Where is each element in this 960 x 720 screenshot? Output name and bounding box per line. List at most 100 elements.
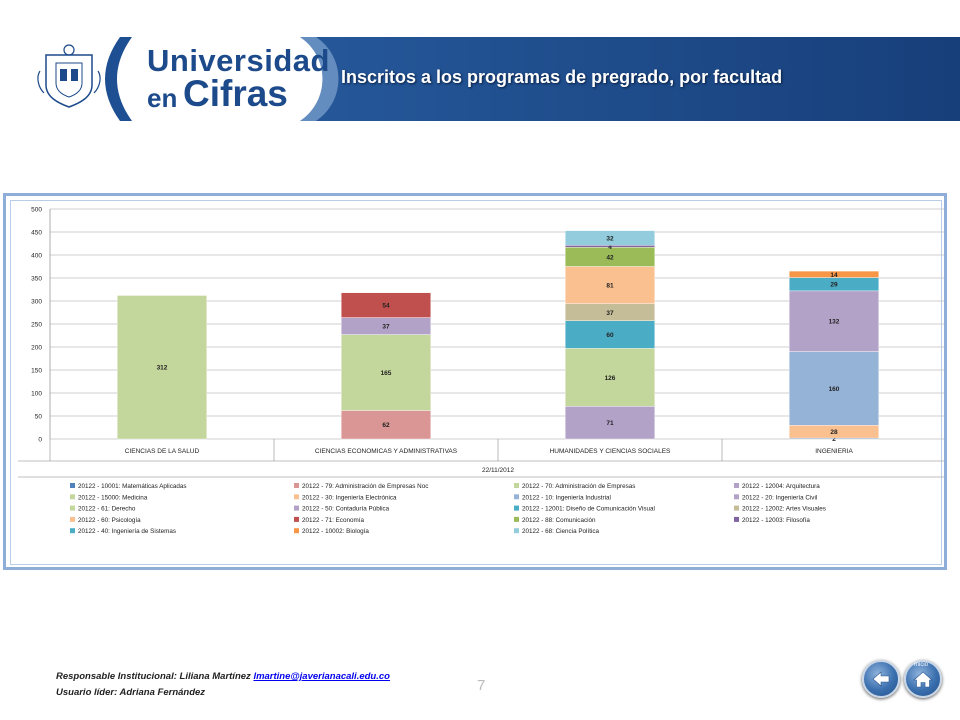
legend-entry: 20122 - 79: Administración de Empresas N…	[302, 483, 428, 490]
data-label: 160	[829, 386, 840, 393]
legend-entry: 20122 - 12002: Artes Visuales	[742, 506, 826, 513]
legend-swatch	[514, 516, 519, 522]
home-icon	[913, 671, 933, 688]
bar-segment	[565, 230, 656, 246]
stacked-bar-chart: 0 50 100 150 200 250 300 350 400 450 500 CIENCIAS D…	[18, 207, 944, 535]
brand-line-2b: Cifras	[183, 73, 288, 114]
legend-swatch	[514, 494, 519, 500]
y-tick-label: 50	[35, 414, 43, 421]
legend-entry: 20122 - 10: Ingeniería Industrial	[522, 494, 611, 501]
legend-entry: 20122 - 10002: Biología	[302, 528, 369, 535]
legend-entry: 20122 - 60: Psicología	[78, 517, 141, 524]
bar-segment	[565, 266, 656, 304]
y-tick-label: 300	[31, 299, 42, 306]
data-label: 42	[606, 254, 614, 261]
leader-label: Usuario líder: Adriana Fernández	[56, 687, 206, 698]
responsible-email-link[interactable]: lmartine@javerianacali.edu.co	[253, 671, 390, 682]
home-button[interactable]	[904, 660, 942, 698]
x-axis-label: 22/11/2012	[482, 467, 514, 474]
header-banner: Universidad en Cifras Inscritos a los pr…	[0, 37, 960, 121]
data-label: 32	[606, 235, 614, 242]
bar-segment	[565, 348, 656, 407]
brand-line-1: Universidad	[147, 43, 330, 78]
brand-line-2a: en	[147, 83, 178, 113]
legend-swatch	[294, 528, 299, 534]
y-tick-label: 400	[31, 253, 42, 260]
legend-swatch	[514, 483, 519, 488]
legend-entry: 20122 - 30: Ingeniería Electrónica	[302, 494, 397, 501]
y-tick-label: 150	[31, 368, 42, 375]
category-label: INGENIERIA	[815, 448, 853, 455]
legend-entry: 20122 - 40: Ingeniería de Sistemas	[78, 528, 176, 535]
legend-swatch	[734, 494, 739, 500]
bar-segment	[341, 334, 432, 411]
bar-segment	[565, 320, 656, 349]
data-label: 62	[382, 422, 390, 429]
legend-swatch	[70, 494, 75, 500]
data-label: 37	[382, 324, 390, 331]
data-label: 4	[608, 244, 612, 251]
bar-segment	[116, 295, 207, 440]
data-label: 28	[830, 429, 838, 436]
legend-swatch	[294, 505, 299, 511]
footer-credits: Responsable Institucional: Liliana Martí…	[56, 669, 390, 701]
y-tick-label: 200	[31, 345, 42, 352]
legend-entry: 20122 - 70: Administración de Empresas	[522, 483, 635, 490]
data-label: 14	[830, 272, 838, 279]
y-tick-label: 500	[31, 207, 42, 214]
data-label: 2	[832, 436, 836, 443]
data-label: 126	[605, 375, 616, 382]
legend-entry: 20122 - 20: Ingeniería Civil	[742, 494, 817, 501]
data-label: 312	[157, 365, 168, 372]
legend-entry: 20122 - 88: Comunicación	[522, 517, 596, 524]
page-title: Inscritos a los programas de pregrado, p…	[341, 67, 783, 87]
data-label: 29	[830, 282, 838, 289]
legend-swatch	[514, 528, 519, 534]
legend-swatch	[734, 516, 739, 522]
page-number: 7	[477, 677, 486, 694]
legend-swatch	[294, 516, 299, 522]
category-label: HUMANIDADES Y CIENCIAS SOCIALES	[550, 448, 671, 455]
y-tick-label: 450	[31, 230, 42, 237]
bar-segment	[565, 406, 656, 440]
data-label: 54	[382, 303, 390, 310]
legend-swatch	[70, 528, 75, 534]
bar-segment	[341, 292, 432, 318]
category-label: CIENCIAS DE LA SALUD	[125, 448, 200, 455]
back-button[interactable]	[862, 660, 900, 698]
legend-entry: 20122 - 12004: Arquitectura	[742, 483, 820, 490]
y-tick-label: 100	[31, 391, 42, 398]
legend-swatch	[294, 494, 299, 500]
data-label: 60	[606, 332, 614, 339]
y-tick-label: 0	[38, 437, 42, 444]
legend-entry: 20122 - 15000: Medicina	[78, 494, 148, 501]
legend-entry: 20122 - 71: Economía	[302, 517, 364, 524]
data-label: 37	[606, 310, 614, 317]
back-arrow-icon	[872, 671, 890, 687]
responsible-label: Responsable Institucional: Liliana Martí…	[56, 671, 251, 682]
bar-segment	[789, 290, 880, 352]
legend-entry: 20122 - 50: Contaduría Pública	[302, 506, 390, 513]
legend-entry: 20122 - 10001: Matemáticas Aplicadas	[78, 483, 187, 490]
legend-entry: 20122 - 68: Ciencia Política	[522, 528, 600, 535]
home-button-label: Inicio	[914, 662, 929, 668]
legend-swatch	[70, 483, 75, 488]
data-label: 81	[606, 283, 614, 290]
legend-swatch	[514, 505, 519, 511]
y-tick-label: 350	[31, 276, 42, 283]
legend-entry: 20122 - 12001: Diseño de Comunicación Vi…	[522, 506, 655, 513]
legend-swatch	[294, 483, 299, 488]
legend-entry: 20122 - 61: Derecho	[78, 506, 136, 513]
data-label: 132	[829, 319, 840, 326]
chart-inner-border	[10, 200, 942, 565]
bar-segment	[789, 270, 880, 278]
data-label: 165	[381, 370, 392, 377]
category-label: CIENCIAS ECONOMICAS Y ADMINISTRATIVAS	[315, 448, 458, 455]
university-logo	[37, 44, 101, 108]
legend-swatch	[70, 516, 75, 522]
y-tick-label: 250	[31, 322, 42, 329]
data-label: 71	[606, 420, 614, 427]
legend-swatch	[734, 505, 739, 511]
legend-swatch	[70, 505, 75, 511]
bar-segment	[789, 351, 880, 426]
